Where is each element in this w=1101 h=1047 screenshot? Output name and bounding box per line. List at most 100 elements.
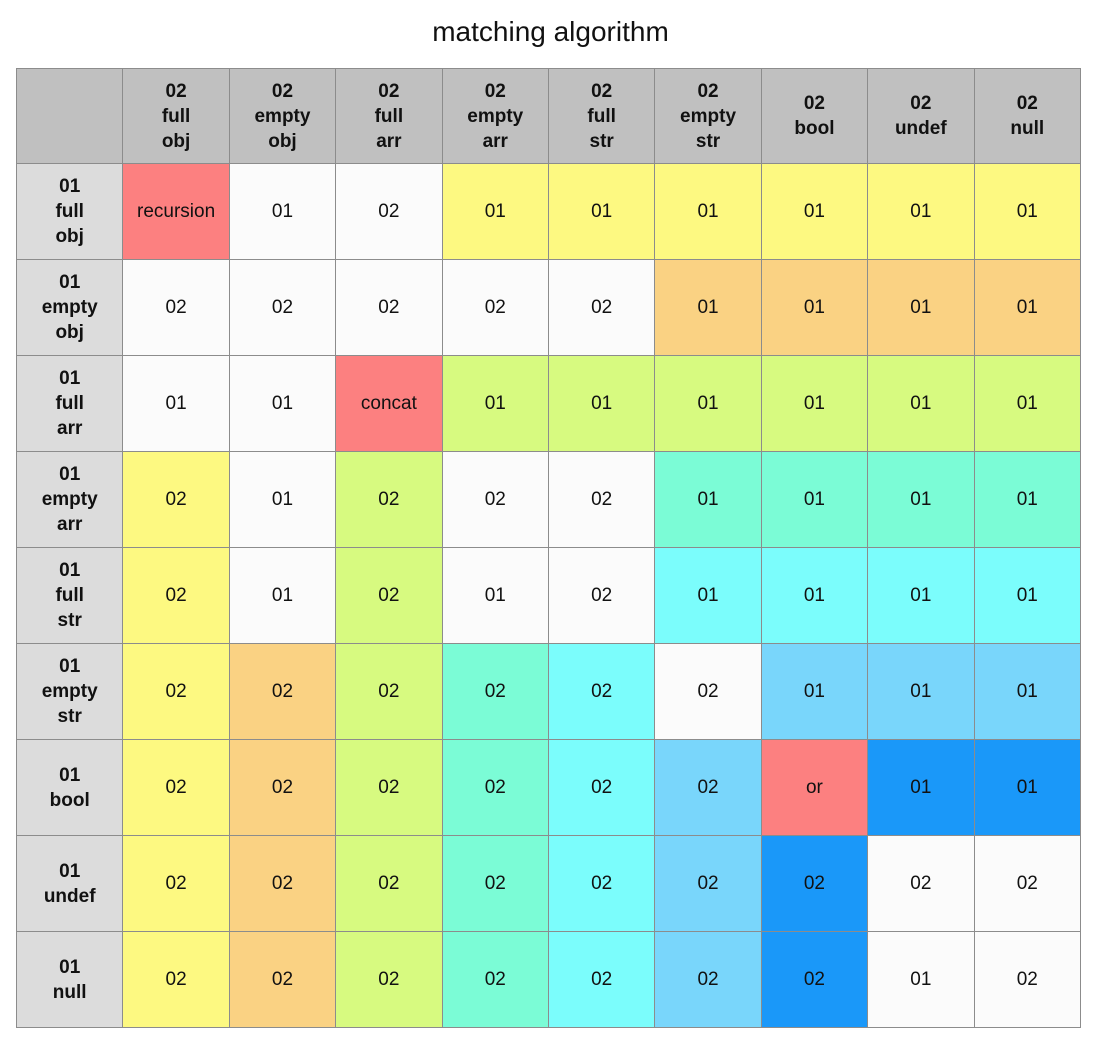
matrix-cell: 02 [335,163,443,260]
column-header-line: empty [254,105,311,127]
matrix-cell: 02 [441,643,549,740]
matrix-cell: 01 [654,259,762,356]
table-row: 01 full arr 01 01 concat 01 01 01 01 01 01 [15,355,1082,452]
matrix-cell: 01 [441,163,549,260]
column-header: 02 empty arr [441,68,549,164]
matrix-cell: 01 [654,547,762,644]
row-header-line: bool [49,789,90,811]
matrix-cell: 01 [973,355,1082,452]
matrix-cell: 01 [867,163,975,260]
column-header: 02 undef [867,68,975,164]
matrix-cell: 01 [867,739,975,836]
column-header: 02 null [973,68,1082,164]
matrix-cell: 02 [547,451,656,548]
matrix-cell: 01 [973,547,1082,644]
row-header-line: obj [55,226,84,247]
matrix-cell: 01 [760,163,869,260]
column-header-line: arr [482,130,508,152]
matrix-cell: 01 [228,451,337,548]
row-header: 01 full arr [15,355,124,452]
column-header-line: 02 [484,80,506,102]
matrix-cell: 02 [973,931,1082,1028]
matrix-cell: 01 [867,547,975,644]
matching-matrix: 02 full obj 02 empty obj 02 full arr 02 empty arr 02… [15,68,1082,1028]
column-header-row: 02 full obj 02 empty obj 02 full arr 02 empty arr 02… [15,68,1082,164]
table-row: 01 undef 02 02 02 02 02 02 02 02 02 [15,835,1082,932]
column-header-line: full [374,105,404,127]
column-header-line: 02 [378,80,400,102]
column-header: 02 bool [760,68,869,164]
matrix-cell: 01 [760,451,869,548]
column-header-line: str [589,130,614,152]
matrix-cell: 02 [441,835,549,932]
column-header-line: 02 [910,93,932,114]
matrix-cell: 01 [760,355,869,452]
table-row: 01 null 02 02 02 02 02 02 02 01 02 [15,931,1082,1028]
column-header: 02 full arr [335,68,443,164]
column-header-line: empty [680,105,737,127]
table-row: 01 full str 02 01 02 01 02 01 01 01 01 [15,547,1082,644]
row-header: 01 bool [15,739,124,836]
matrix-cell: 01 [441,547,549,644]
matrix-cell: 01 [654,355,762,452]
matrix-cell: 02 [335,547,443,644]
matrix-cell: 01 [867,451,975,548]
matrix-cell: 01 [654,451,762,548]
matrix-cell: 02 [228,931,337,1028]
row-header-line: arr [57,514,83,535]
column-header: 02 empty obj [228,68,337,164]
row-header-line: 01 [59,368,81,389]
matrix-cell: 02 [122,931,230,1028]
row-header: 01 empty arr [15,451,124,548]
matrix-cell: 02 [441,259,549,356]
column-header: 02 full str [547,68,656,164]
matrix-cell: 02 [228,643,337,740]
column-header-line: arr [376,130,402,152]
row-header-line: 01 [59,956,81,978]
matrix-cell: 01 [973,163,1082,260]
table-row: 01 empty arr 02 01 02 02 02 01 01 01 01 [15,451,1082,548]
matrix-cell: 02 [760,931,869,1028]
matrix-cell: 01 [228,547,337,644]
matrix-cell: 02 [335,451,443,548]
column-header-line: str [695,130,721,152]
row-header-line: 01 [59,272,81,293]
row-header-line: empty [41,489,98,510]
row-header-line: obj [55,322,84,343]
row-header-line: undef [43,885,96,907]
row-header-line: str [57,706,82,727]
column-header-line: bool [794,118,835,139]
matrix-cell: 02 [335,835,443,932]
row-header-line: str [57,610,82,631]
column-header: 02 empty str [654,68,762,164]
row-header: 01 null [15,931,124,1028]
matrix-cell: 01 [760,259,869,356]
matrix-cell: 02 [335,259,443,356]
matrix-cell: 02 [654,931,762,1028]
row-header: 01 full str [15,547,124,644]
matrix-cell: 02 [122,643,230,740]
matrix-cell: 01 [973,451,1082,548]
matrix-cell: concat [335,355,443,452]
matrix-cell: 01 [973,259,1082,356]
matrix-cell: 01 [441,355,549,452]
row-header-line: 01 [59,464,81,485]
matrix-cell: 01 [867,643,975,740]
matrix-cell: 02 [547,643,656,740]
table-row: 01 full obj recursion 01 02 01 01 01 01 01 01 [15,163,1082,260]
matrix-cell: recursion [122,163,230,260]
column-header-line: obj [268,130,297,152]
column-header-line: 02 [1016,93,1038,114]
matrix-cell: 01 [867,931,975,1028]
column-header-line: 02 [271,80,294,102]
matrix-cell: 02 [547,835,656,932]
row-header-line: 01 [59,860,81,882]
matrix-cell: 02 [441,451,549,548]
row-header-line: arr [57,418,83,439]
matrix-cell: 02 [654,643,762,740]
matrix-cell: 01 [867,259,975,356]
matrix-cell: 02 [122,547,230,644]
column-header-line: null [1010,118,1045,139]
column-header-line: empty [467,105,524,127]
matrix-cell: 02 [547,547,656,644]
